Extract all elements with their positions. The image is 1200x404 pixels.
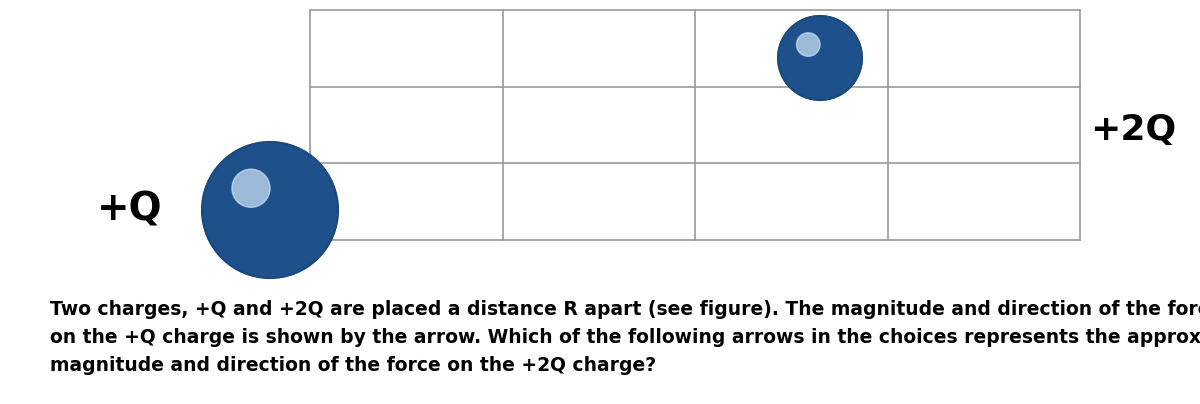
Circle shape xyxy=(810,48,818,57)
Circle shape xyxy=(245,185,280,219)
Circle shape xyxy=(211,151,326,266)
Circle shape xyxy=(254,194,268,208)
Text: Two charges, +Q and +2Q are placed a distance R apart (see figure). The magnitud: Two charges, +Q and +2Q are placed a dis… xyxy=(50,300,1200,375)
Circle shape xyxy=(806,44,823,61)
Circle shape xyxy=(791,29,845,83)
Circle shape xyxy=(248,188,276,215)
Circle shape xyxy=(802,39,830,69)
Text: +Q: +Q xyxy=(97,191,163,229)
Circle shape xyxy=(251,191,271,212)
Circle shape xyxy=(234,174,295,235)
Circle shape xyxy=(222,162,311,250)
Circle shape xyxy=(805,43,826,64)
Circle shape xyxy=(803,41,828,66)
Circle shape xyxy=(812,50,816,54)
Circle shape xyxy=(242,183,283,223)
Circle shape xyxy=(240,179,287,227)
Circle shape xyxy=(214,154,323,262)
Circle shape xyxy=(781,19,857,95)
Circle shape xyxy=(228,168,302,243)
Circle shape xyxy=(778,16,862,100)
Circle shape xyxy=(205,145,334,274)
Circle shape xyxy=(780,18,859,98)
Circle shape xyxy=(208,148,330,270)
Circle shape xyxy=(788,27,847,86)
Circle shape xyxy=(794,32,840,78)
Circle shape xyxy=(796,34,838,76)
Circle shape xyxy=(220,159,314,255)
Circle shape xyxy=(797,33,820,56)
Circle shape xyxy=(809,46,821,59)
Circle shape xyxy=(230,171,299,239)
Circle shape xyxy=(798,36,835,74)
Circle shape xyxy=(799,38,833,71)
Circle shape xyxy=(216,156,318,259)
Circle shape xyxy=(232,169,270,207)
Circle shape xyxy=(784,21,854,93)
Text: +2Q: +2Q xyxy=(1090,113,1176,147)
Circle shape xyxy=(226,165,307,247)
Circle shape xyxy=(257,197,264,204)
Circle shape xyxy=(787,25,850,88)
Circle shape xyxy=(785,23,852,90)
Circle shape xyxy=(792,30,842,81)
Circle shape xyxy=(202,142,338,278)
Circle shape xyxy=(236,177,292,231)
